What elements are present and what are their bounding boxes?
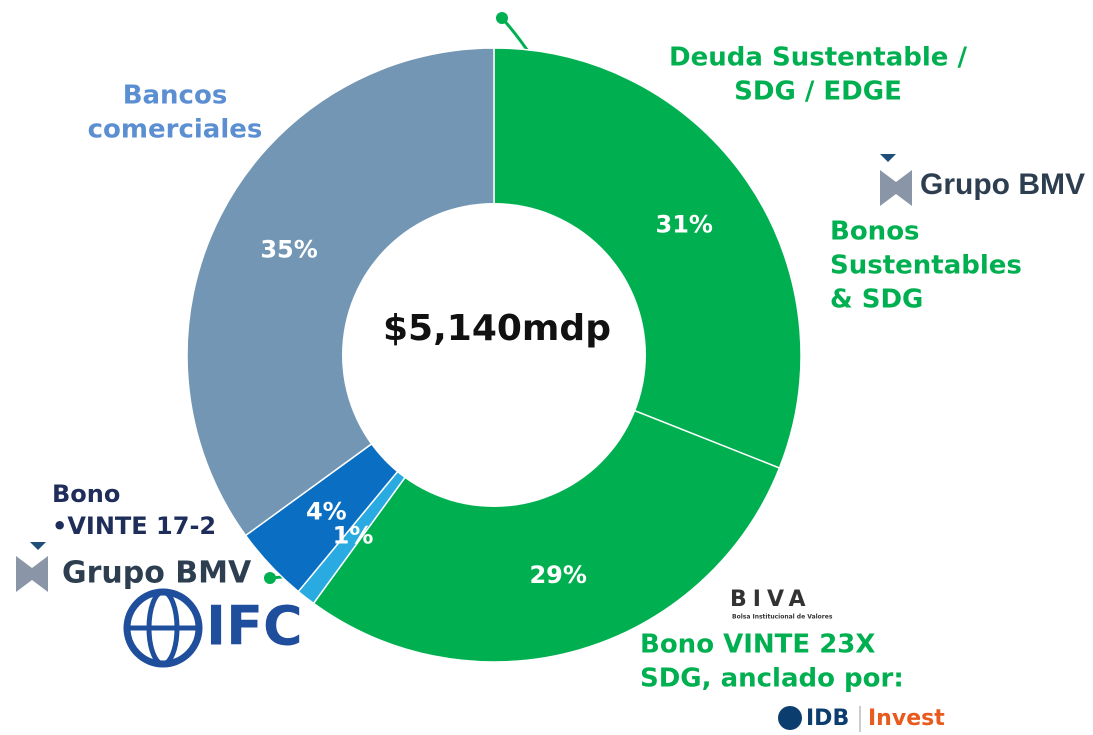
annotation: Deuda Sustentable / bbox=[669, 43, 967, 73]
logo-text: Invest bbox=[868, 706, 945, 731]
bmv-logo: Grupo BMV bbox=[880, 154, 1085, 206]
annotation: •VINTE 17-2 bbox=[52, 512, 216, 540]
logo-text: IFC bbox=[206, 595, 303, 658]
value-label: 35% bbox=[260, 236, 317, 264]
bracket-dot bbox=[496, 12, 508, 24]
value-label: 31% bbox=[656, 211, 713, 239]
annotation: SDG / EDGE bbox=[734, 77, 902, 107]
ifc-logo: IFC bbox=[123, 588, 303, 668]
value-label: 4% bbox=[306, 497, 347, 525]
annotation: Sustentables bbox=[830, 251, 1022, 281]
logo-text: IDB bbox=[806, 706, 849, 731]
bracket-dot bbox=[264, 572, 276, 584]
bmv-logo: Grupo BMV bbox=[16, 542, 252, 592]
logo-text: Grupo BMV bbox=[920, 168, 1085, 201]
logo-text: Bolsa Institucional de Valores bbox=[732, 614, 833, 621]
annotation: Bono VINTE 23X bbox=[640, 630, 875, 660]
value-label: 1% bbox=[333, 522, 374, 550]
center-label: $5,140mdp bbox=[383, 308, 611, 349]
value-label: 29% bbox=[529, 561, 586, 589]
annotation: Bancos bbox=[123, 81, 228, 111]
annotation: & SDG bbox=[830, 285, 923, 315]
logo-text: Grupo BMV bbox=[62, 556, 252, 591]
idb-icon bbox=[778, 706, 802, 730]
annotation: Bono bbox=[52, 480, 120, 508]
annotation: comerciales bbox=[88, 115, 263, 145]
annotation: SDG, anclado por: bbox=[640, 664, 904, 694]
annotation: Bonos bbox=[830, 217, 920, 247]
donut-hole bbox=[342, 203, 646, 507]
logo-text: BIVA bbox=[730, 587, 812, 612]
